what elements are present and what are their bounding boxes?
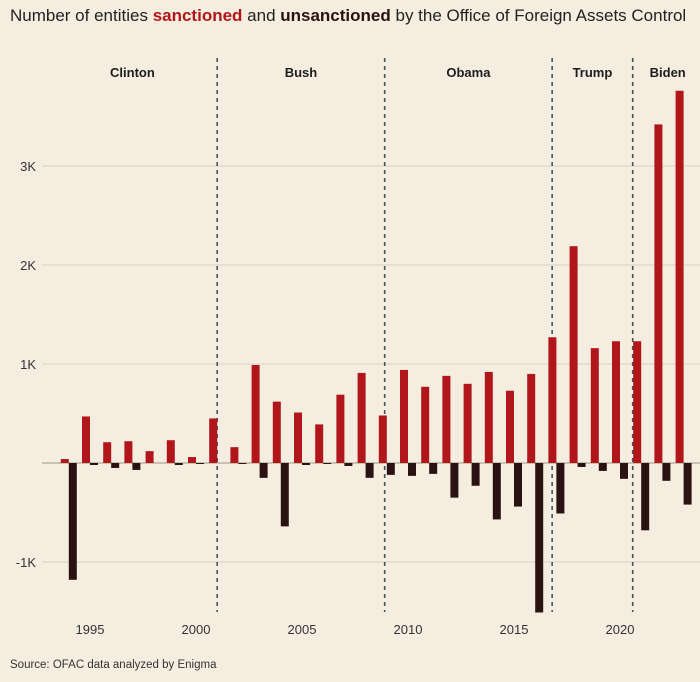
bar-unsanctioned — [259, 463, 268, 478]
bar-sanctioned — [60, 459, 69, 463]
title-middle: and — [242, 6, 281, 25]
bar-unsanctioned — [641, 463, 650, 531]
bar-sanctioned — [612, 341, 620, 463]
bar-unsanctioned — [408, 463, 416, 476]
bar-unsanctioned — [620, 463, 628, 479]
bar-unsanctioned — [662, 463, 671, 481]
bar-sanctioned — [548, 337, 557, 463]
bar-sanctioned — [633, 341, 642, 463]
x-tick-label: 2015 — [500, 622, 529, 637]
bar-unsanctioned — [365, 463, 374, 478]
y-tick-label: 2K — [20, 258, 36, 273]
bar-sanctioned — [209, 418, 218, 463]
bar-unsanctioned — [344, 463, 353, 466]
bar-unsanctioned — [280, 463, 289, 527]
bar-unsanctioned — [683, 463, 692, 505]
bar-sanctioned — [421, 386, 430, 463]
y-tick-label: 1K — [20, 357, 36, 372]
era-label-clinton: Clinton — [110, 65, 155, 80]
bar-unsanctioned — [132, 463, 141, 470]
bar-sanctioned — [357, 372, 366, 463]
bar-unsanctioned — [577, 463, 586, 467]
bar-sanctioned — [251, 364, 260, 463]
bar-unsanctioned — [90, 463, 98, 465]
bar-unsanctioned — [514, 463, 522, 507]
bar-sanctioned — [442, 375, 451, 463]
title-prefix: Number of entities — [10, 6, 153, 25]
bar-sanctioned — [378, 415, 387, 463]
x-tick-label: 2005 — [288, 622, 317, 637]
bar-sanctioned — [272, 401, 281, 463]
bar-unsanctioned — [238, 463, 247, 464]
bar-sanctioned — [230, 447, 239, 463]
x-tick-label: 2010 — [394, 622, 423, 637]
bar-unsanctioned — [556, 463, 565, 514]
bar-sanctioned — [569, 246, 578, 463]
bar-unsanctioned — [535, 463, 544, 613]
bar-sanctioned — [82, 416, 90, 463]
bar-sanctioned — [654, 124, 663, 464]
bar-unsanctioned — [386, 463, 395, 475]
bar-sanctioned — [506, 390, 514, 463]
era-label-obama: Obama — [446, 65, 491, 80]
bar-sanctioned — [400, 369, 408, 463]
bar-unsanctioned — [323, 463, 332, 464]
bar-unsanctioned — [196, 463, 204, 464]
y-tick-label: 3K — [20, 159, 36, 174]
bar-sanctioned — [124, 441, 133, 463]
bar-unsanctioned — [598, 463, 607, 471]
era-labels: Clinton Bush Obama Trump Biden — [110, 65, 686, 80]
bar-sanctioned — [590, 348, 599, 463]
bar-sanctioned — [188, 457, 196, 463]
bar-sanctioned — [675, 90, 684, 463]
axis-labels: -1K 1K 2K 3K 1995 2000 2005 2010 2015 2020 — [16, 159, 635, 637]
bar-unsanctioned — [174, 463, 183, 465]
x-tick-label: 2020 — [606, 622, 635, 637]
bar-sanctioned — [315, 424, 324, 463]
title-sanctioned-word: sanctioned — [152, 6, 243, 25]
bar-unsanctioned — [68, 463, 77, 580]
x-tick-label: 2000 — [182, 622, 211, 637]
x-tick-label: 1995 — [76, 622, 105, 637]
bar-unsanctioned — [111, 463, 120, 468]
bar-unsanctioned — [450, 463, 459, 498]
source-note: Source: OFAC data analyzed by Enigma — [10, 659, 217, 671]
era-label-biden: Biden — [650, 65, 686, 80]
era-label-bush: Bush — [285, 65, 318, 80]
bars — [60, 90, 692, 613]
bar-unsanctioned — [471, 463, 480, 486]
bar-sanctioned — [166, 440, 175, 463]
bar-sanctioned — [484, 371, 493, 463]
title-unsanctioned-word: unsanctioned — [280, 6, 391, 25]
bar-unsanctioned — [302, 463, 310, 465]
bar-sanctioned — [336, 394, 345, 463]
bar-sanctioned — [145, 451, 154, 463]
bar-sanctioned — [294, 412, 302, 463]
bar-sanctioned — [103, 442, 112, 463]
bar-sanctioned — [527, 373, 536, 463]
bar-sanctioned — [463, 383, 472, 463]
y-tick-label: -1K — [16, 555, 37, 570]
title-suffix: by the Office of Foreign Assets Control — [390, 6, 687, 25]
bar-unsanctioned — [429, 463, 438, 474]
gridlines — [42, 165, 700, 563]
bar-unsanctioned — [492, 463, 501, 520]
chart-title: Number of entities sanctioned and unsanc… — [10, 4, 690, 27]
era-label-trump: Trump — [573, 65, 613, 80]
